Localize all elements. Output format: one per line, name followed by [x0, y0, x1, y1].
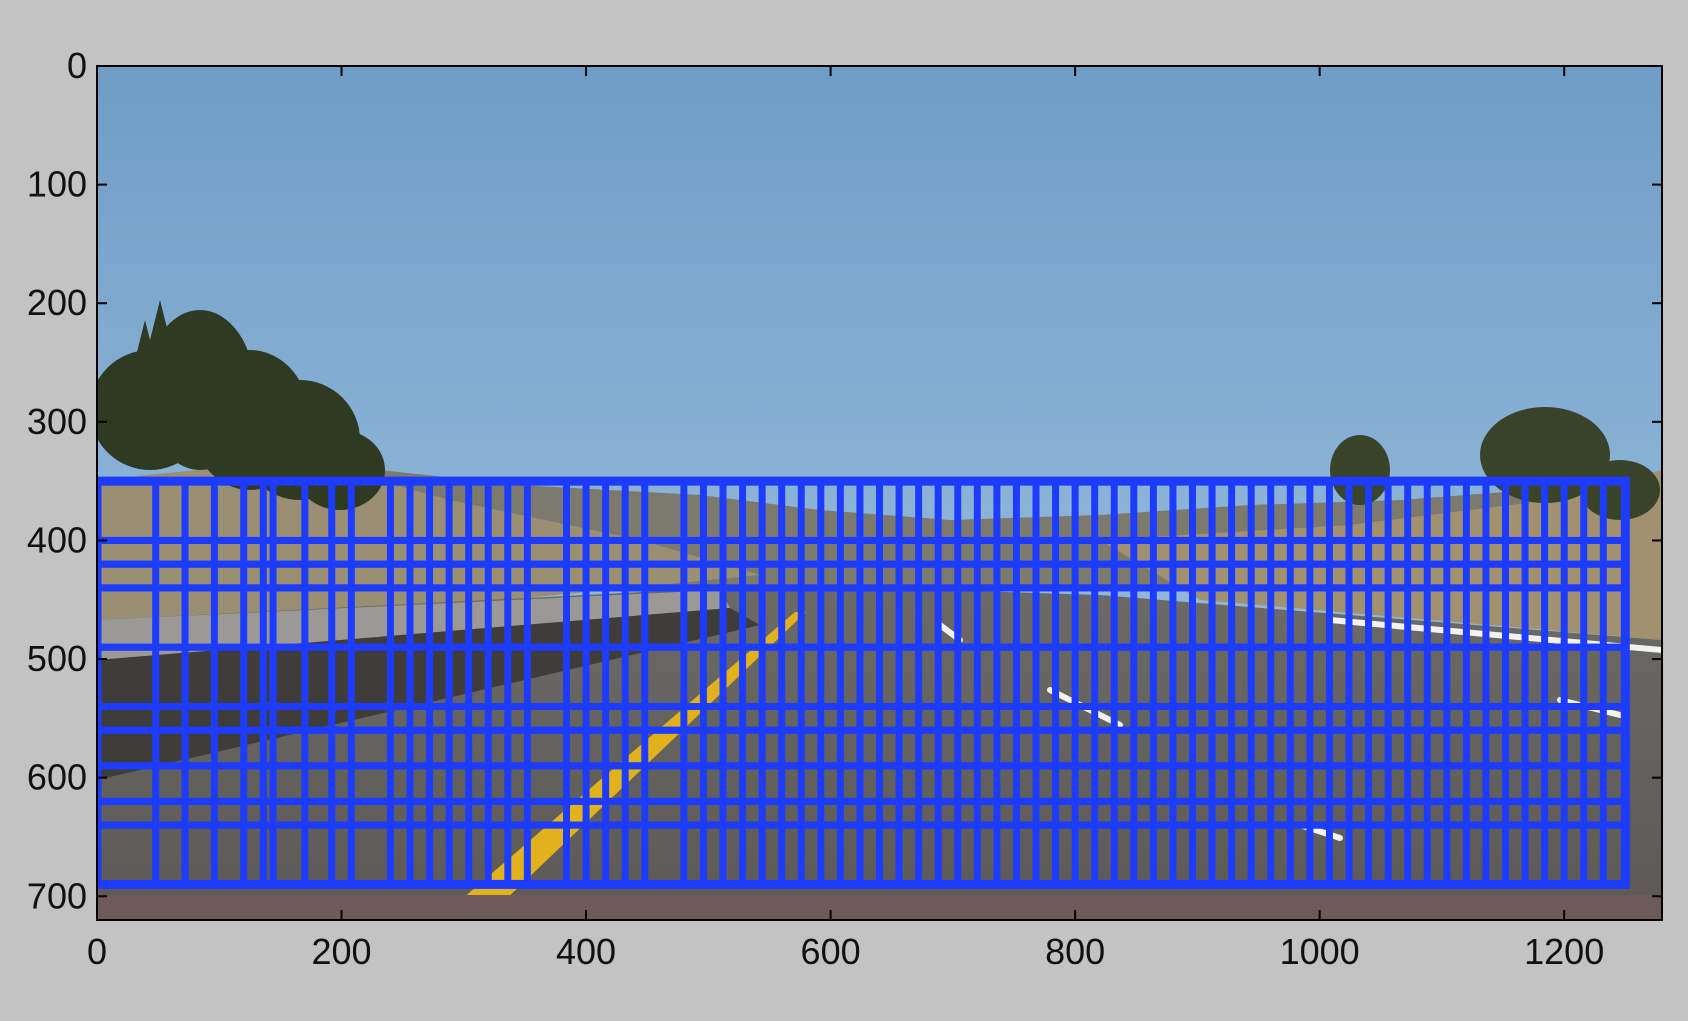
y-tick-label: 100	[27, 164, 87, 205]
y-tick-label: 500	[27, 638, 87, 679]
yellow-lane-line	[455, 612, 806, 905]
y-tick-label: 700	[27, 875, 87, 916]
y-tick-label: 200	[27, 282, 87, 323]
y-tick-label: 400	[27, 519, 87, 560]
axes-frame	[96, 65, 1663, 921]
road-foreground	[97, 895, 1662, 920]
x-tick-label: 400	[556, 931, 616, 972]
y-tick-label: 600	[27, 757, 87, 798]
x-tick-label: 800	[1045, 931, 1105, 972]
x-tick-label: 0	[87, 931, 107, 972]
x-tick-label: 600	[801, 931, 861, 972]
right-hillside	[1100, 470, 1662, 640]
y-tick-label: 0	[67, 45, 87, 86]
search-region-box	[97, 476, 1630, 889]
axis-ticks: 0 200 400 600 800 1000 1200 0 100 200 300 400 500 600…	[27, 45, 1662, 972]
window-boxes	[97, 476, 1630, 889]
trees-left	[97, 300, 385, 510]
y-tick-label: 300	[27, 401, 87, 442]
x-tick-label: 1000	[1280, 931, 1360, 972]
x-tick-label: 1200	[1524, 931, 1604, 972]
x-tick-label: 200	[311, 931, 371, 972]
